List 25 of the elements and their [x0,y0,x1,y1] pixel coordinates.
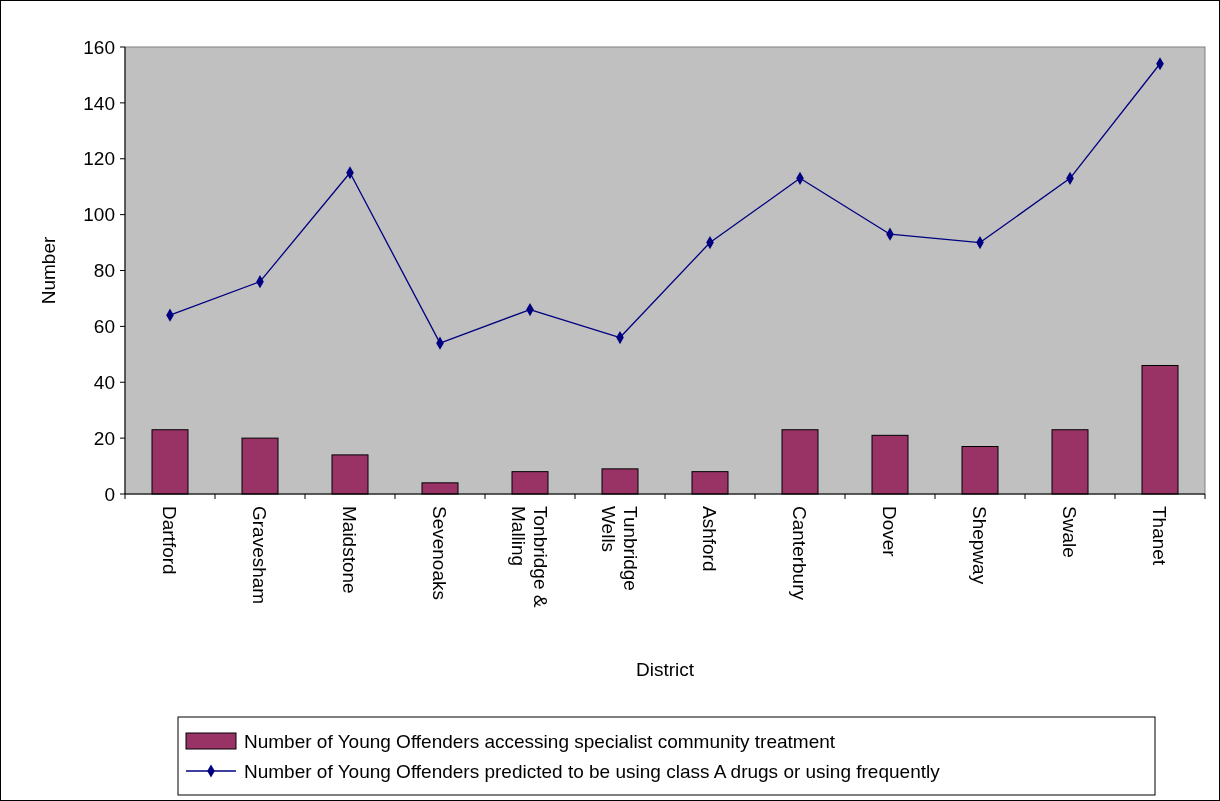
y-tick-label: 80 [93,260,115,282]
y-tick-label: 0 [104,483,115,505]
x-tick-label: Dartford [159,506,180,575]
x-tick-label: Tunbridge Wells [598,506,641,591]
x-tick-label: Sevenoaks [429,506,450,601]
y-axis-title: Number [38,236,59,305]
legend-label: Number of Young Offenders accessing specialist community treatment [244,730,836,752]
y-tick-label: 120 [83,148,115,170]
y-tick-label: 100 [83,204,115,226]
legend-label: Number of Young Offenders predicted to be using class A drugs or using frequently [244,760,941,782]
x-tick-label: Ashford [699,506,720,572]
x-tick-label: Dover [879,506,900,558]
x-tick-label: Thanet [1149,506,1170,566]
y-tick-label: 60 [93,316,115,338]
x-tick-label: Maidstone [339,506,360,594]
y-tick-label: 20 [93,427,115,449]
x-tick-label: Canterbury [789,506,810,601]
x-tick-label: Gravesham [249,506,270,605]
y-tick-label: 160 [83,36,115,58]
x-tick-label: Shepway [969,506,990,585]
y-tick-label: 40 [93,371,115,393]
x-tick-label: Tonbridge & Malling [508,506,551,608]
y-tick-label: 140 [83,92,115,114]
x-axis-title: District [635,659,695,680]
x-tick-label: Swale [1059,506,1080,558]
